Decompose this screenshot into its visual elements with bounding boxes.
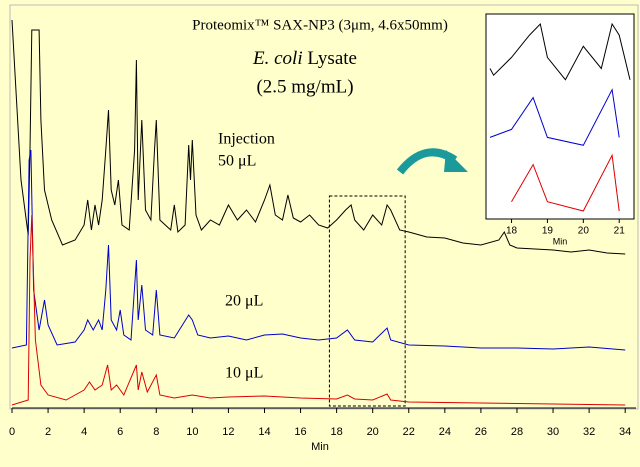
subtitle-rest: Lysate (307, 48, 357, 69)
annotation: 20 μL (225, 293, 263, 310)
annotation: 10 μL (225, 365, 263, 382)
inset-frame (485, 13, 635, 220)
plot-frame (9, 4, 639, 410)
x-tick-label: 18 (330, 426, 342, 438)
x-tick-label: 32 (583, 426, 595, 438)
trace (11, 19, 626, 255)
inset-trace (511, 153, 620, 212)
trace (11, 214, 626, 406)
x-tick-label: 24 (439, 426, 451, 438)
subtitle-italic: E. coli (252, 48, 303, 69)
x-tick-label: 12 (222, 426, 234, 438)
x-tick-label: 10 (186, 426, 198, 438)
subtitle-2: (2.5 mg/mL) (256, 76, 353, 97)
x-tick-label: 34 (619, 426, 631, 438)
inset-trace (489, 88, 620, 146)
x-tick-label: 2 (45, 426, 51, 438)
chart-title: Proteomix™ SAX-NP3 (3μm, 4.6x50mm) (192, 17, 448, 33)
zoom-box (328, 195, 406, 407)
x-tick-label: 4 (81, 426, 87, 438)
inset-trace (489, 22, 631, 81)
inset-x-tick-label: 18 (506, 226, 518, 237)
annotation: Injection (218, 131, 275, 148)
inset-x-tick-label: 20 (578, 226, 590, 237)
x-tick-label: 8 (153, 426, 159, 438)
arrow-head (444, 150, 468, 172)
x-tick-label: 28 (511, 426, 523, 438)
x-tick-label: 20 (367, 426, 379, 438)
x-tick-label: 30 (547, 426, 559, 438)
subtitle: E. coli Lysate (252, 48, 357, 69)
x-axis-label: Min (311, 441, 329, 453)
inset-x-tick-label: 19 (542, 226, 554, 237)
x-tick-label: 22 (403, 426, 415, 438)
x-tick-label: 0 (9, 426, 15, 438)
x-tick-label: 26 (475, 426, 487, 438)
x-tick-label: 16 (294, 426, 306, 438)
inset-x-label: Min (553, 236, 568, 246)
annotation: 50 μL (218, 153, 256, 170)
x-tick-label: 14 (258, 426, 270, 438)
x-tick-label: 6 (117, 426, 123, 438)
inset-x-tick-label: 21 (614, 226, 626, 237)
trace (11, 149, 626, 351)
